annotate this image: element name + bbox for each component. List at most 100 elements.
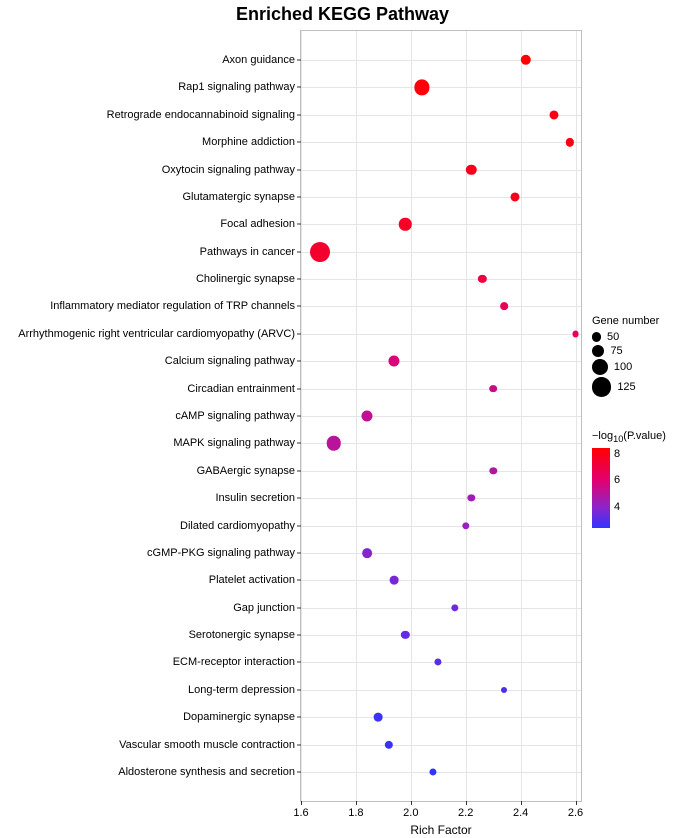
ytick-label: Rap1 signaling pathway [178, 81, 295, 93]
gridline-horizontal [301, 553, 581, 554]
size-legend-dot [592, 359, 608, 375]
data-point [362, 548, 372, 558]
ytick-label: MAPK signaling pathway [173, 437, 295, 449]
gridline-horizontal [301, 170, 581, 171]
ytick-mark [297, 470, 301, 471]
data-point [385, 740, 393, 748]
data-point [500, 303, 508, 311]
ytick-label: Insulin secretion [216, 492, 296, 504]
gridline-horizontal [301, 471, 581, 472]
data-point [390, 576, 399, 585]
ytick-mark [297, 306, 301, 307]
ytick-mark [297, 744, 301, 745]
ytick-label: cAMP signaling pathway [175, 410, 295, 422]
ytick-label: Pathways in cancer [200, 246, 295, 258]
xtick-mark [466, 801, 467, 805]
color-legend-tick: 8 [614, 448, 620, 460]
size-legend-item: 100 [592, 359, 659, 375]
ytick-label: GABAergic synapse [197, 465, 295, 477]
data-point [435, 659, 442, 666]
color-legend-tick: 4 [614, 501, 620, 513]
gridline-horizontal [301, 279, 581, 280]
ytick-mark [297, 251, 301, 252]
gridline-horizontal [301, 252, 581, 253]
ytick-label: Vascular smooth muscle contraction [119, 739, 295, 751]
ytick-mark [297, 498, 301, 499]
gridline-horizontal [301, 142, 581, 143]
data-point [429, 768, 436, 775]
data-point [414, 80, 429, 95]
gridline-horizontal [301, 772, 581, 773]
size-legend-label: 125 [617, 381, 635, 393]
ytick-mark [297, 142, 301, 143]
data-point [401, 631, 409, 639]
ytick-label: Morphine addiction [202, 136, 295, 148]
ytick-label: Focal adhesion [220, 218, 295, 230]
data-point [521, 55, 531, 65]
x-axis-title: Rich Factor [410, 823, 471, 837]
ytick-mark [297, 607, 301, 608]
data-point [361, 410, 372, 421]
data-point [566, 138, 574, 146]
ytick-label: Aldosterone synthesis and secretion [118, 766, 295, 778]
size-legend-dot [592, 377, 611, 396]
ytick-mark [297, 60, 301, 61]
ytick-label: Inflammatory mediator regulation of TRP … [50, 300, 295, 312]
data-point [478, 275, 486, 283]
data-point [389, 356, 400, 367]
size-legend-dot [592, 345, 604, 357]
color-legend: −log10(P.value) 8 6 4 [592, 430, 666, 528]
data-point [572, 330, 579, 337]
size-legend-item: 125 [592, 377, 659, 396]
size-legend-label: 75 [610, 345, 622, 357]
xtick-mark [411, 801, 412, 805]
ytick-mark [297, 196, 301, 197]
ytick-mark [297, 224, 301, 225]
ytick-mark [297, 635, 301, 636]
size-legend-dot [592, 332, 601, 341]
ytick-label: Arrhythmogenic right ventricular cardiom… [18, 328, 295, 340]
gridline-horizontal [301, 115, 581, 116]
gridline-horizontal [301, 197, 581, 198]
xtick-mark [521, 801, 522, 805]
ytick-mark [297, 388, 301, 389]
size-legend-item: 50 [592, 331, 659, 343]
data-point [468, 494, 475, 501]
gridline-horizontal [301, 416, 581, 417]
data-point [399, 218, 411, 230]
data-point [462, 522, 469, 529]
gridline-horizontal [301, 635, 581, 636]
ytick-mark [297, 771, 301, 772]
gridline-horizontal [301, 745, 581, 746]
data-point [373, 713, 382, 722]
ytick-mark [297, 525, 301, 526]
gridline-horizontal [301, 443, 581, 444]
gridline-horizontal [301, 361, 581, 362]
ytick-label: Long-term depression [188, 684, 295, 696]
size-legend-item: 75 [592, 345, 659, 357]
ytick-mark [297, 717, 301, 718]
ytick-label: Dilated cardiomyopathy [180, 520, 295, 532]
ytick-label: Retrograde endocannabinoid signaling [107, 109, 295, 121]
size-legend-label: 50 [607, 331, 619, 343]
ytick-label: cGMP-PKG signaling pathway [147, 547, 295, 559]
gridline-horizontal [301, 717, 581, 718]
color-legend-title: −log10(P.value) [592, 430, 666, 444]
data-point [511, 192, 520, 201]
data-point [549, 110, 558, 119]
ytick-mark [297, 416, 301, 417]
data-point [466, 164, 476, 174]
gridline-horizontal [301, 224, 581, 225]
xtick-label: 2.0 [403, 807, 418, 819]
gridline-horizontal [301, 60, 581, 61]
gridline-horizontal [301, 498, 581, 499]
ytick-mark [297, 87, 301, 88]
color-legend-tick: 6 [614, 474, 620, 486]
xtick-label: 2.6 [568, 807, 583, 819]
xtick-label: 2.2 [458, 807, 473, 819]
xtick-label: 2.4 [513, 807, 528, 819]
gridline-horizontal [301, 690, 581, 691]
xtick-label: 1.6 [293, 807, 308, 819]
color-legend-bar [592, 448, 610, 528]
data-point [327, 436, 342, 451]
